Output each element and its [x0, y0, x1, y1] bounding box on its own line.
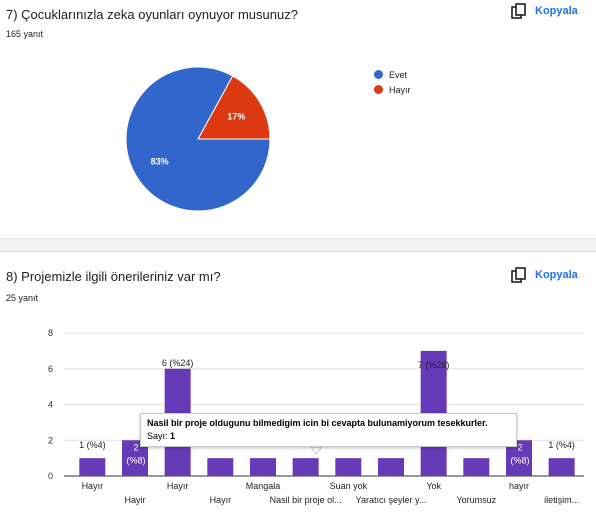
legend-dot-hayir: [374, 85, 383, 94]
y-tick-label: 2: [48, 435, 53, 445]
tooltip-pointer: [310, 446, 324, 455]
copy-button[interactable]: Kopyala: [511, 267, 578, 283]
legend-label-hayir: Hayır: [389, 84, 411, 95]
x-category-label: hayır: [509, 481, 529, 491]
x-category-label: Hayır: [210, 495, 232, 505]
pie-slice-hayir[interactable]: [197, 75, 271, 140]
x-category-label: Yok: [426, 481, 441, 491]
bar-value-label: 7 (%28): [418, 360, 450, 370]
x-category-label: Hayir: [124, 495, 145, 505]
pie-slice-label: 83%: [151, 157, 169, 167]
legend-item-evet: Evet: [374, 67, 411, 82]
question-title: 8) Projemizle ilgili önerileriniz var mı…: [6, 269, 221, 284]
tooltip-value: Sayı: 1: [147, 431, 510, 441]
copy-icon: [511, 267, 527, 283]
pie-slice-label: 17%: [227, 111, 245, 121]
x-category-label: Yaratıcı şeyler y...: [356, 495, 427, 505]
card-separator: [0, 238, 596, 252]
x-category-label: Yorumsuz: [456, 495, 496, 505]
bar[interactable]: [207, 458, 234, 476]
bar[interactable]: [292, 458, 319, 476]
pie-legend: Evet Hayır: [374, 67, 411, 97]
question-title: 7) Çocuklarınızla zeka oyunları oynuyor …: [6, 7, 298, 22]
bar-value-label: (%8): [510, 455, 529, 465]
bar[interactable]: [250, 458, 276, 476]
bar-tooltip: Nasil bir proje oldugunu bilmedigim icin…: [140, 413, 517, 447]
tooltip-value-label: Sayı:: [147, 431, 168, 441]
pie-slice-evet[interactable]: [125, 66, 271, 212]
copy-label: Kopyala: [535, 269, 578, 281]
legend-item-hayir: Hayır: [374, 82, 411, 97]
y-tick-label: 4: [48, 400, 53, 410]
y-tick-label: 0: [48, 471, 53, 481]
x-category-label: Suan yok: [330, 481, 368, 491]
x-category-label: Hayır: [82, 481, 104, 491]
copy-label: Kopyala: [535, 5, 578, 17]
bar[interactable]: [378, 458, 404, 476]
bar-value-label: 2: [517, 442, 522, 452]
y-tick-label: 8: [48, 328, 53, 338]
bar[interactable]: [463, 458, 490, 476]
pie-chart: 17% 83%: [125, 66, 271, 212]
x-category-label: Hayır: [167, 481, 189, 491]
y-tick-label: 6: [48, 364, 53, 374]
x-category-label: Mangala: [246, 481, 281, 491]
bar[interactable]: [79, 458, 106, 476]
tooltip-value-number: 1: [170, 431, 176, 441]
bar-value-label: 1 (%4): [79, 440, 106, 450]
bar[interactable]: [548, 458, 575, 476]
bar-value-label: 1 (%4): [548, 440, 575, 450]
bar-chart: 0 2 4 6 8 Hayır 1 (%4) Hayir 2 (%8) Hayır 6 (%24) Ha…: [48, 328, 584, 505]
x-category-label: iletişim...: [544, 495, 579, 505]
response-count: 25 yanıt: [6, 293, 39, 303]
copy-icon: [511, 3, 527, 19]
bar-value-label: 6 (%24): [162, 358, 194, 368]
response-count: 165 yanıt: [6, 29, 44, 39]
question-card-7: 7) Çocuklarınızla zeka oyunları oynuyor …: [0, 0, 596, 238]
bar-value-label: (%8): [126, 455, 145, 465]
question-card-8: 8) Projemizle ilgili önerileriniz var mı…: [0, 252, 596, 522]
bar-value-label: 2: [133, 442, 138, 452]
bar[interactable]: [335, 458, 362, 476]
x-category-label: Nasil bir proje ol...: [270, 495, 342, 505]
tooltip-title: Nasil bir proje oldugunu bilmedigim icin…: [147, 418, 488, 428]
legend-dot-evet: [374, 70, 383, 79]
legend-label-evet: Evet: [389, 69, 408, 80]
copy-button[interactable]: Kopyala: [511, 3, 578, 19]
